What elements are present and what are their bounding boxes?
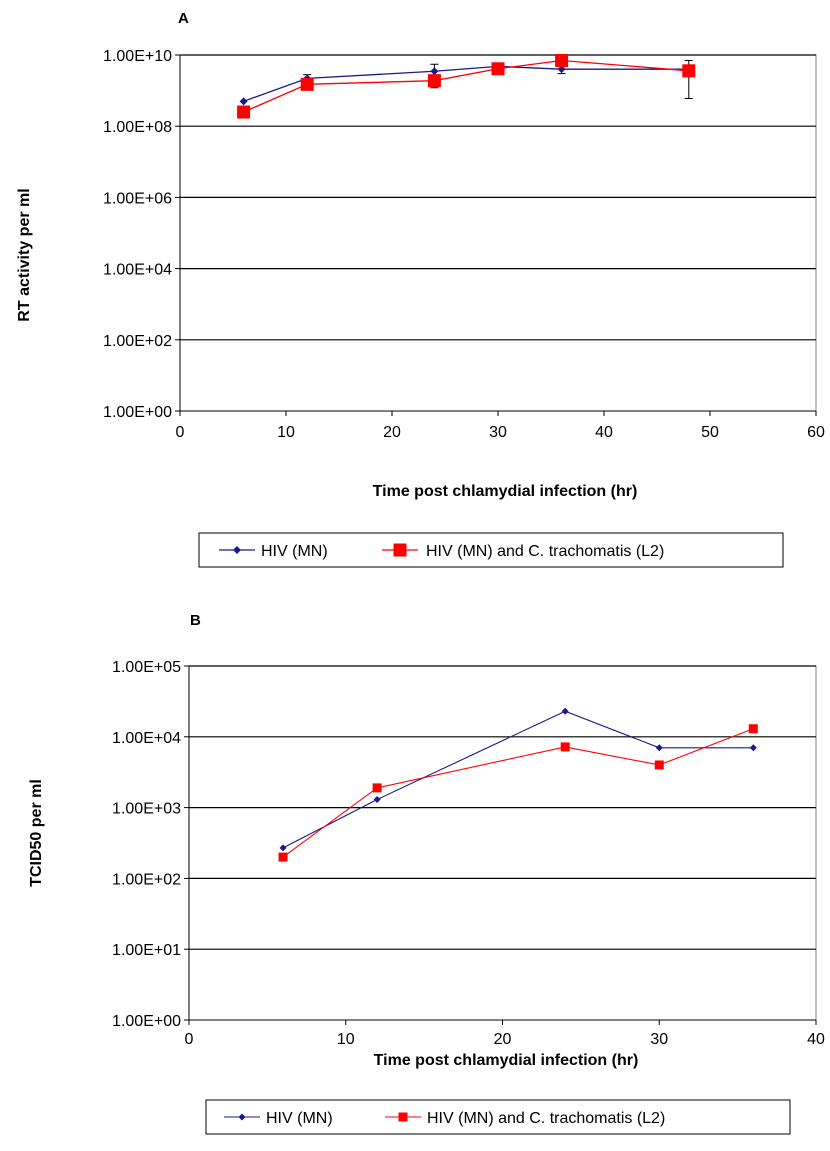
x-axis-title: Time post chlamydial infection (hr) xyxy=(374,1052,639,1069)
data-point xyxy=(373,796,381,804)
legend: HIV (MN) HIV (MN) and C. trachomatis (L2… xyxy=(198,532,784,568)
series-hiv-mn-and-c-trachomatis-l2 xyxy=(278,724,758,862)
data-point xyxy=(560,742,570,752)
data-point xyxy=(300,77,314,91)
x-tick-label: 0 xyxy=(185,1031,194,1048)
y-tick-label: 1.00E+04 xyxy=(112,730,181,747)
x-tick-label: 20 xyxy=(494,1031,512,1048)
x-tick-label: 10 xyxy=(337,1031,355,1048)
x-tick-label: 40 xyxy=(807,1031,825,1048)
y-axis-title: TCID50 per ml xyxy=(28,779,45,887)
legend: HIV (MN) HIV (MN) and C. trachomatis (L2… xyxy=(205,1099,791,1135)
plot-area xyxy=(188,665,817,1021)
data-point xyxy=(561,707,569,715)
data-point xyxy=(279,844,287,852)
data-point xyxy=(491,62,505,76)
legend-label-hiv-ct: HIV (MN) and C. trachomatis (L2) xyxy=(426,543,664,560)
x-tick-label: 50 xyxy=(701,424,719,441)
x-axis-title: Time post chlamydial infection (hr) xyxy=(373,483,638,500)
legend-label-hiv-ct: HIV (MN) and C. trachomatis (L2) xyxy=(427,1110,665,1127)
x-tick-label: 20 xyxy=(383,424,401,441)
series-line xyxy=(243,65,689,102)
data-point xyxy=(427,74,441,88)
gridlines xyxy=(179,54,817,412)
data-series xyxy=(278,707,758,862)
legend-marker xyxy=(393,543,407,557)
data-point xyxy=(749,744,757,752)
y-tick-label: 1.00E+05 xyxy=(112,659,181,676)
y-tick-label: 1.00E+08 xyxy=(103,119,172,136)
data-point xyxy=(555,54,569,68)
legend-label-hiv: HIV (MN) xyxy=(261,543,328,560)
legend-marker xyxy=(238,1113,246,1121)
y-tick-label: 1.00E+04 xyxy=(103,262,172,279)
y-tick-label: 1.00E+00 xyxy=(112,1013,181,1030)
y-tick-label: 1.00E+02 xyxy=(103,333,172,350)
panel-label-a: A xyxy=(178,10,189,27)
data-series xyxy=(237,54,696,119)
y-tick-label: 1.00E+03 xyxy=(112,801,181,818)
x-tick-labels: 0 10 20 30 40 xyxy=(185,1031,825,1048)
legend-marker xyxy=(398,1112,408,1122)
data-point xyxy=(237,105,251,119)
data-point xyxy=(278,852,288,862)
data-point xyxy=(682,64,696,78)
legend-label-hiv: HIV (MN) xyxy=(266,1110,333,1127)
x-tick-label: 60 xyxy=(807,424,825,441)
series-hiv-mn-and-c-trachomatis-l2 xyxy=(237,54,696,119)
chart-panel-a: A 1.00E+001.00E+021.00E+041.00E+061.00E+… xyxy=(16,10,825,568)
data-point xyxy=(655,744,663,752)
y-tick-label: 1.00E+06 xyxy=(103,190,172,207)
y-tick-labels: 1.00E+00 1.00E+01 1.00E+02 1.00E+03 1.00E+04… xyxy=(112,659,181,1030)
data-point xyxy=(654,760,664,770)
data-point xyxy=(430,67,439,76)
x-tick-label: 40 xyxy=(595,424,613,441)
legend-box xyxy=(198,532,784,568)
series-hiv-mn xyxy=(279,707,757,852)
axes xyxy=(184,665,817,1025)
x-tick-label: 0 xyxy=(176,424,185,441)
y-axis-title: RT activity per ml xyxy=(16,188,33,321)
plot-area xyxy=(179,54,817,412)
chart-panel-b: B 1.00E+001.00E+011.00E+021.00E+031.00E+… xyxy=(28,612,825,1135)
y-tick-labels: 1.00E+00 1.00E+02 1.00E+04 1.00E+06 1.00E+08… xyxy=(103,48,172,421)
x-tick-labels: 0 10 20 30 40 50 60 xyxy=(176,424,825,441)
gridlines xyxy=(188,665,817,1021)
panel-label-b: B xyxy=(190,612,201,629)
legend-marker xyxy=(233,546,241,554)
legend-box xyxy=(205,1099,791,1135)
data-point xyxy=(239,97,248,106)
data-point xyxy=(372,783,382,793)
data-point xyxy=(748,724,758,734)
y-tick-label: 1.00E+01 xyxy=(112,942,181,959)
x-tick-label: 30 xyxy=(489,424,507,441)
y-tick-label: 1.00E+00 xyxy=(103,404,172,421)
axes xyxy=(175,54,817,416)
y-tick-label: 1.00E+02 xyxy=(112,871,181,888)
data-point xyxy=(557,65,566,74)
series-line xyxy=(243,59,689,113)
y-tick-label: 1.00E+10 xyxy=(103,48,172,65)
series-line xyxy=(282,710,754,849)
x-tick-label: 10 xyxy=(277,424,295,441)
x-tick-label: 30 xyxy=(650,1031,668,1048)
